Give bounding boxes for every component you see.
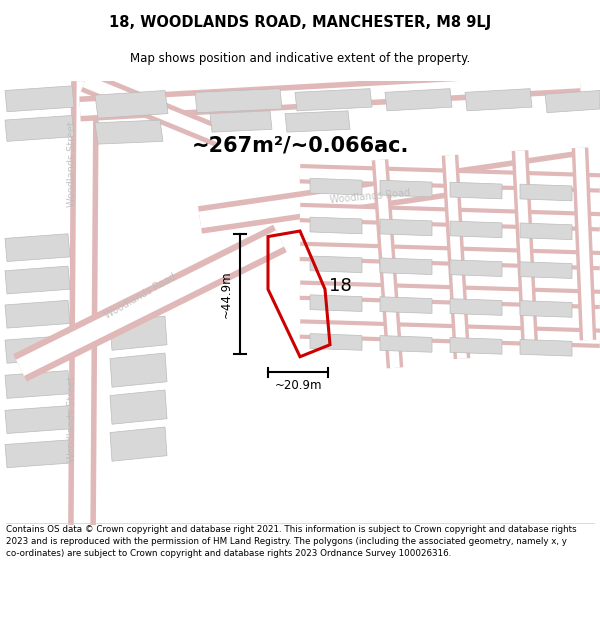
Text: Woodlands Road: Woodlands Road [103,271,178,320]
Text: ~267m²/~0.066ac.: ~267m²/~0.066ac. [191,136,409,156]
Polygon shape [380,180,432,197]
Polygon shape [520,184,572,201]
Polygon shape [5,336,70,363]
Polygon shape [450,182,502,199]
Polygon shape [110,427,167,461]
Polygon shape [5,371,70,398]
Text: 18, WOODLANDS ROAD, MANCHESTER, M8 9LJ: 18, WOODLANDS ROAD, MANCHESTER, M8 9LJ [109,15,491,30]
Polygon shape [380,219,432,236]
Polygon shape [110,390,167,424]
Text: Woodlands Street: Woodlands Street [67,376,77,462]
Polygon shape [450,260,502,276]
Polygon shape [310,178,362,195]
Polygon shape [5,406,70,434]
Polygon shape [5,116,74,141]
Polygon shape [450,299,502,316]
Polygon shape [5,234,70,261]
Text: ~44.9m: ~44.9m [220,270,233,318]
Polygon shape [450,338,502,354]
Polygon shape [520,223,572,239]
Polygon shape [295,89,372,111]
Text: Contains OS data © Crown copyright and database right 2021. This information is : Contains OS data © Crown copyright and d… [6,525,577,558]
Polygon shape [310,295,362,311]
Polygon shape [385,89,452,111]
Polygon shape [95,120,163,144]
Polygon shape [545,91,600,112]
Polygon shape [5,301,70,328]
Polygon shape [5,266,70,294]
Polygon shape [5,86,74,112]
Text: 18: 18 [329,278,352,296]
Polygon shape [110,353,167,388]
Polygon shape [310,217,362,234]
Polygon shape [380,258,432,274]
Polygon shape [110,316,167,350]
Polygon shape [195,89,282,112]
Polygon shape [450,221,502,238]
Polygon shape [465,89,532,111]
Text: ~20.9m: ~20.9m [274,379,322,392]
Polygon shape [520,301,572,318]
Polygon shape [310,256,362,272]
Polygon shape [210,111,272,132]
Polygon shape [285,111,350,132]
Polygon shape [95,91,168,118]
Polygon shape [380,297,432,313]
Polygon shape [520,339,572,356]
Polygon shape [5,440,70,468]
Polygon shape [310,334,362,350]
Text: Map shows position and indicative extent of the property.: Map shows position and indicative extent… [130,52,470,65]
Polygon shape [380,336,432,352]
Polygon shape [520,262,572,279]
Text: Woodlands Street: Woodlands Street [67,121,77,208]
Text: Woodlands Road: Woodlands Road [329,188,410,205]
